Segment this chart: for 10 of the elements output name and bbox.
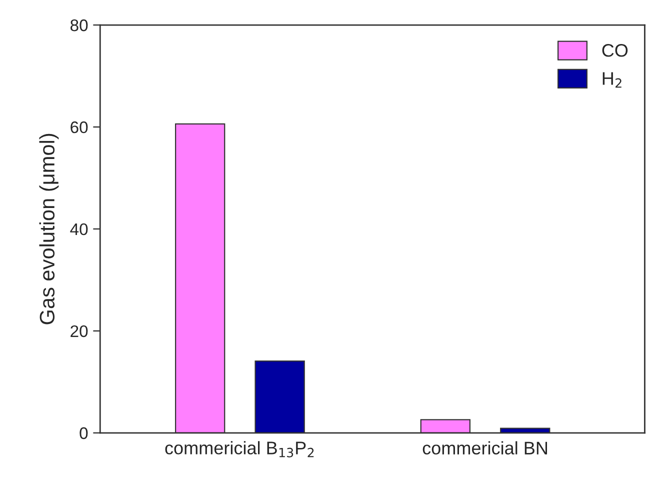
y-tick-label: 80	[70, 19, 88, 32]
y-tick-label: 20	[70, 325, 88, 338]
legend-label: CO	[602, 44, 628, 57]
y-tick-label: 0	[80, 427, 88, 440]
y-tick-label: 40	[70, 223, 88, 236]
x-tick-label: commericial BN	[422, 441, 547, 454]
legend-label: H$_{2}$	[602, 72, 622, 88]
y-tick-label: 60	[70, 121, 88, 134]
x-tick-label: commericial B$_{13}$P$_{2}$	[165, 441, 314, 458]
y-axis-title: Gas evolution (μmol)	[39, 134, 59, 324]
